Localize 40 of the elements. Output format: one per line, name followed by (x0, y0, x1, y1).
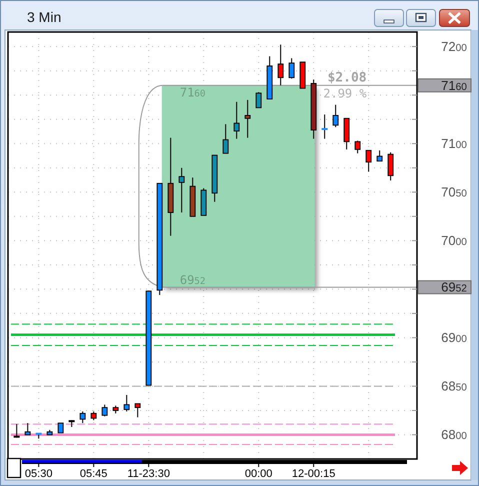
candlestick (178, 167, 185, 214)
candlestick (102, 404, 108, 417)
y-tick-label: 6850 (441, 378, 468, 394)
candlestick (354, 140, 361, 154)
candlestick (124, 394, 130, 412)
ref-line-label: 7160 (441, 78, 468, 93)
candlestick (234, 101, 240, 140)
x-tick-label: 05:30 (24, 468, 52, 480)
candlestick (244, 99, 251, 138)
x-tick-label: 11-23:30 (127, 468, 170, 480)
y-tick-label: 7050 (441, 184, 468, 200)
candlestick (24, 422, 31, 436)
candlestick (58, 422, 64, 434)
annotation: 6952 (180, 273, 206, 288)
y-tick-label: 7100 (441, 136, 468, 152)
annotation: 7160 (180, 85, 206, 100)
candlestick (288, 58, 295, 80)
ref-line-label: 6952 (441, 280, 468, 295)
candlestick (222, 124, 229, 154)
x-tick-label: 00:00 (244, 468, 272, 480)
annotation: $2.08 (327, 70, 367, 86)
candlestick (14, 424, 20, 438)
candlestick (80, 410, 86, 424)
annotation: 2.99 % (323, 86, 368, 100)
x-tick-label: 05:45 (80, 468, 108, 480)
candlestick (278, 44, 284, 86)
y-tick-label: 7200 (441, 39, 468, 54)
candlestick (332, 104, 339, 128)
y-tick-label: 6900 (441, 330, 468, 346)
candlestick (344, 118, 350, 150)
y-tick-label: 6800 (441, 427, 468, 442)
y-tick-label: 7000 (441, 233, 468, 248)
candlestick (322, 114, 328, 140)
candlestick (376, 150, 383, 162)
candlestick (134, 403, 141, 418)
x-tick-label: 12-00:15 (292, 468, 336, 480)
chart-title: 3 Min (27, 9, 62, 25)
candlestick (256, 92, 262, 108)
candlestick (388, 152, 394, 181)
candlestick (366, 150, 372, 172)
